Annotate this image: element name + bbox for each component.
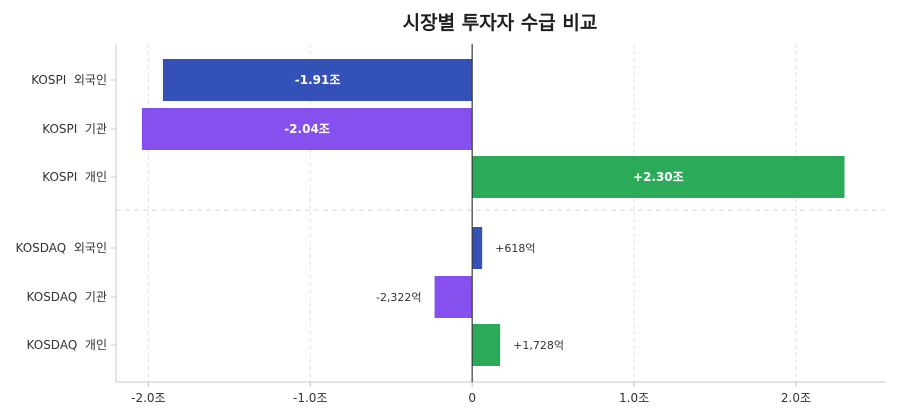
bar [472, 227, 483, 269]
x-tick-label: 1.0조 [619, 391, 649, 405]
bar [162, 59, 473, 101]
x-tick-label: 2.0조 [781, 391, 811, 405]
category-label: KOSDAQ 기관 [27, 290, 107, 304]
bar-value-label: -1.91조 [295, 73, 341, 87]
chart-title: 시장별 투자자 수급 비교 [403, 12, 598, 34]
value-labels: -1.91조 -2.04조 +2.30조 +618억 -2,322억 +1,728억 [284, 73, 683, 352]
bar [141, 108, 473, 150]
x-tick-label: -1.0조 [293, 391, 327, 405]
bar [434, 276, 473, 318]
bar-value-label: +2.30조 [633, 170, 684, 184]
category-label: KOSPI 기관 [42, 122, 107, 136]
bars-group [141, 59, 845, 366]
bar-value-label: -2,322억 [376, 291, 422, 304]
bar-value-label: +618억 [495, 242, 535, 255]
x-tick-label: 0 [468, 391, 476, 405]
bar-value-label: -2.04조 [284, 122, 330, 136]
category-label: KOSDAQ 개인 [27, 338, 107, 352]
bar [472, 324, 501, 366]
category-label: KOSDAQ 외국인 [16, 241, 108, 255]
category-label: KOSPI 개인 [42, 170, 107, 184]
bar-value-label: +1,728억 [513, 339, 564, 352]
x-tick-label: -2.0조 [131, 391, 165, 405]
category-labels: KOSPI 외국인 KOSPI 기관 KOSPI 개인 KOSDAQ 외국인 KOSDA… [16, 73, 116, 352]
x-tick-labels: -2.0조 -1.0조 0 1.0조 2.0조 [131, 382, 811, 405]
bar [472, 156, 845, 198]
category-label: KOSPI 외국인 [31, 73, 107, 87]
